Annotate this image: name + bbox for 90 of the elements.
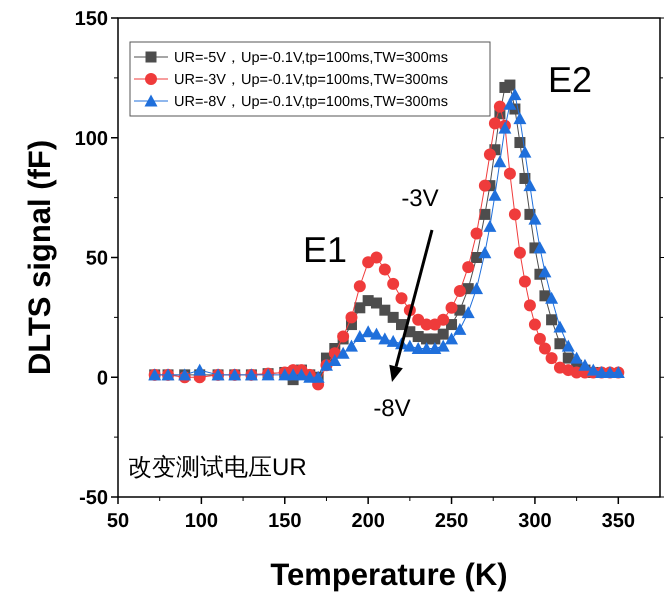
x-tick-label: 250 xyxy=(434,510,468,532)
point xyxy=(488,117,501,130)
point xyxy=(345,311,358,324)
point xyxy=(337,330,350,343)
point xyxy=(534,332,546,345)
annotation: -3V xyxy=(401,185,439,212)
y-tick-label: -50 xyxy=(79,487,108,509)
y-tick-label: 0 xyxy=(96,367,108,390)
point xyxy=(438,328,449,340)
legend-label: UR=-3V，Up=-0.1V,tp=100ms,TW=300ms xyxy=(174,72,448,88)
point xyxy=(462,261,474,274)
point xyxy=(508,208,521,220)
annotation: -8V xyxy=(373,395,411,422)
point xyxy=(387,278,400,290)
point xyxy=(578,358,592,371)
y-tick-label: 100 xyxy=(74,128,108,150)
point xyxy=(470,228,483,240)
point xyxy=(470,282,484,294)
point xyxy=(362,325,375,338)
point xyxy=(445,332,458,344)
point xyxy=(586,364,600,376)
point xyxy=(479,208,490,220)
legend-label: UR=-5V，Up=-0.1V,tp=100ms,TW=300ms xyxy=(174,50,448,66)
point xyxy=(533,241,546,254)
point xyxy=(553,320,566,332)
point xyxy=(193,364,206,376)
point xyxy=(528,318,541,331)
point xyxy=(446,302,458,314)
point xyxy=(503,98,516,110)
point xyxy=(508,88,522,100)
point xyxy=(478,246,492,258)
point xyxy=(484,148,496,161)
point xyxy=(379,304,390,316)
point xyxy=(353,330,366,342)
x-axis-title: Temperature (K) xyxy=(270,557,508,592)
point xyxy=(570,352,584,364)
x-tick-label: 300 xyxy=(518,510,552,532)
point xyxy=(388,312,399,323)
point xyxy=(554,338,566,350)
point xyxy=(370,298,382,309)
point xyxy=(378,332,392,344)
point xyxy=(386,334,400,347)
x-tick-label: 350 xyxy=(602,510,635,532)
point xyxy=(518,275,531,288)
point xyxy=(523,179,536,192)
point xyxy=(436,340,450,352)
point xyxy=(504,80,516,91)
point xyxy=(437,314,450,326)
x-tick-label: 200 xyxy=(351,510,385,532)
point xyxy=(493,155,506,168)
point xyxy=(378,263,391,276)
x-tick-label: 50 xyxy=(106,510,130,532)
point xyxy=(483,220,496,232)
point xyxy=(328,354,342,366)
point xyxy=(546,314,558,326)
point xyxy=(454,285,466,298)
point xyxy=(396,292,408,304)
point xyxy=(494,100,506,113)
point xyxy=(354,280,366,292)
point xyxy=(478,180,491,192)
point xyxy=(488,188,502,201)
point xyxy=(336,346,350,359)
point xyxy=(562,340,575,352)
point xyxy=(370,328,383,340)
point xyxy=(524,299,536,312)
point xyxy=(504,168,516,180)
point xyxy=(514,246,526,259)
legend-label: UR=-8V，Up=-0.1V,tp=100ms,TW=300ms xyxy=(174,94,448,110)
point xyxy=(370,252,382,264)
point xyxy=(462,306,475,318)
point xyxy=(518,146,532,158)
point xyxy=(344,340,358,352)
annotation: E2 xyxy=(548,59,592,100)
point xyxy=(545,292,558,304)
point xyxy=(546,352,558,364)
point xyxy=(513,112,526,124)
point xyxy=(453,322,466,335)
point xyxy=(403,340,416,352)
y-tick-label: 150 xyxy=(74,8,108,30)
annotation: E1 xyxy=(302,229,348,270)
point xyxy=(294,368,308,380)
y-tick-label: 50 xyxy=(86,248,108,270)
annotation: 改变测试电压UR xyxy=(128,454,307,481)
point xyxy=(538,265,552,278)
x-tick-label: 100 xyxy=(184,510,218,532)
point xyxy=(528,212,542,225)
x-tick-label: 150 xyxy=(268,510,302,532)
point xyxy=(538,342,551,355)
point xyxy=(362,256,374,268)
y-axis-title: DLTS signal (fF) xyxy=(22,140,57,376)
